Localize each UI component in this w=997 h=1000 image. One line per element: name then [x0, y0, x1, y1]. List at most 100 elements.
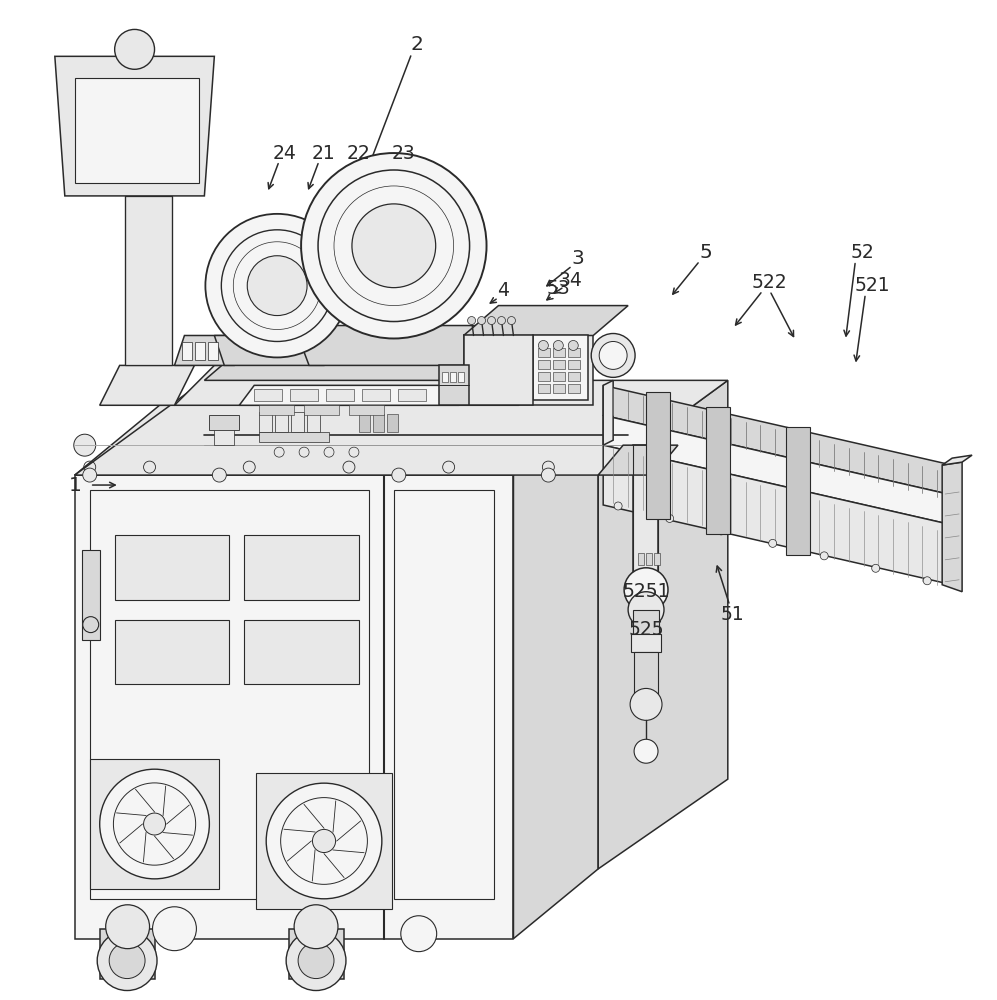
- Bar: [553, 372, 565, 381]
- Circle shape: [110, 943, 146, 979]
- Polygon shape: [598, 445, 678, 475]
- Polygon shape: [706, 407, 730, 534]
- Bar: [631, 634, 661, 652]
- Bar: [553, 348, 565, 357]
- Polygon shape: [786, 427, 810, 555]
- Bar: [398, 389, 426, 401]
- Circle shape: [97, 931, 158, 991]
- Bar: [90, 759, 219, 889]
- Circle shape: [294, 905, 338, 949]
- Circle shape: [553, 340, 563, 350]
- Circle shape: [74, 434, 96, 456]
- Bar: [458, 372, 464, 382]
- Polygon shape: [75, 405, 598, 475]
- Text: 5251: 5251: [622, 582, 670, 601]
- Polygon shape: [942, 455, 972, 465]
- Bar: [307, 412, 320, 432]
- Polygon shape: [942, 462, 962, 592]
- Circle shape: [923, 577, 931, 585]
- Bar: [359, 414, 370, 432]
- Text: 24: 24: [272, 144, 296, 163]
- Circle shape: [568, 340, 578, 350]
- Bar: [654, 553, 660, 565]
- Polygon shape: [174, 335, 244, 365]
- Polygon shape: [100, 929, 155, 979]
- Circle shape: [769, 539, 777, 547]
- Circle shape: [266, 783, 382, 899]
- Bar: [291, 412, 304, 432]
- Bar: [349, 405, 384, 415]
- Circle shape: [634, 739, 658, 763]
- Circle shape: [717, 527, 725, 535]
- Bar: [275, 412, 288, 432]
- Bar: [538, 360, 550, 369]
- Text: 22: 22: [347, 144, 371, 163]
- Bar: [568, 372, 580, 381]
- Bar: [254, 389, 282, 401]
- Circle shape: [392, 468, 406, 482]
- Text: 53: 53: [546, 279, 570, 298]
- Circle shape: [821, 552, 829, 560]
- Polygon shape: [174, 365, 558, 405]
- Polygon shape: [75, 475, 513, 939]
- Circle shape: [144, 813, 166, 835]
- Bar: [538, 348, 550, 357]
- Bar: [259, 405, 294, 415]
- Text: 521: 521: [854, 276, 890, 295]
- Text: 3: 3: [572, 249, 584, 268]
- Polygon shape: [289, 929, 344, 979]
- Circle shape: [628, 592, 664, 628]
- Text: 21: 21: [311, 144, 335, 163]
- Circle shape: [591, 334, 635, 377]
- Polygon shape: [239, 385, 474, 405]
- Polygon shape: [598, 380, 728, 869]
- Polygon shape: [55, 56, 214, 196]
- Text: 525: 525: [628, 620, 664, 639]
- Circle shape: [541, 468, 555, 482]
- Bar: [646, 553, 652, 565]
- Text: 52: 52: [850, 243, 874, 262]
- Bar: [125, 196, 172, 365]
- Polygon shape: [603, 385, 952, 495]
- Circle shape: [599, 341, 627, 369]
- Polygon shape: [100, 365, 194, 405]
- Circle shape: [630, 688, 662, 720]
- Bar: [568, 360, 580, 369]
- Circle shape: [100, 769, 209, 879]
- Bar: [450, 372, 456, 382]
- Polygon shape: [214, 335, 334, 365]
- Bar: [553, 384, 565, 393]
- Polygon shape: [533, 335, 588, 400]
- Polygon shape: [439, 365, 469, 405]
- Circle shape: [247, 256, 307, 316]
- Circle shape: [298, 943, 334, 979]
- Text: 5: 5: [700, 243, 712, 262]
- Bar: [568, 348, 580, 357]
- Text: 2: 2: [411, 35, 423, 54]
- Text: 51: 51: [721, 605, 745, 624]
- Polygon shape: [513, 405, 598, 939]
- Bar: [442, 372, 448, 382]
- Bar: [326, 389, 354, 401]
- Bar: [182, 342, 192, 360]
- Polygon shape: [464, 335, 593, 405]
- Bar: [214, 430, 234, 445]
- Circle shape: [614, 502, 622, 510]
- Circle shape: [468, 317, 476, 325]
- Bar: [387, 414, 398, 432]
- Circle shape: [401, 916, 437, 952]
- Polygon shape: [204, 350, 593, 380]
- Bar: [304, 405, 339, 415]
- Bar: [244, 620, 359, 684]
- Circle shape: [488, 317, 496, 325]
- Polygon shape: [75, 380, 728, 475]
- Bar: [553, 360, 565, 369]
- Bar: [290, 389, 318, 401]
- Polygon shape: [603, 380, 613, 445]
- Bar: [82, 550, 100, 640]
- Circle shape: [286, 931, 346, 991]
- Circle shape: [301, 153, 487, 338]
- Bar: [634, 652, 658, 699]
- Bar: [195, 342, 205, 360]
- Polygon shape: [603, 415, 952, 525]
